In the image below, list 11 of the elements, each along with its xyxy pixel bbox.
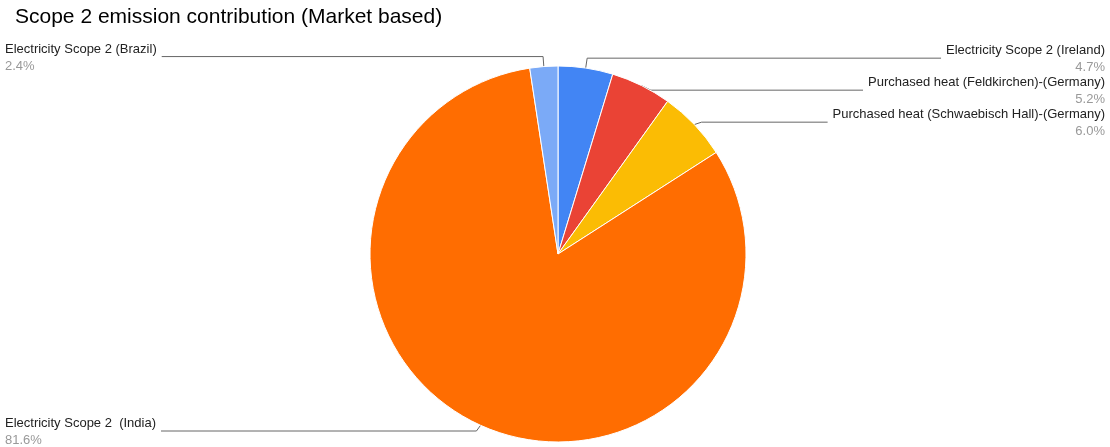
data-label: 5.2% [1075,91,1106,107]
slice-label: Electricity Scope 2 (Brazil) [5,40,157,56]
chart-title: Scope 2 emission contribution (Market based) [15,4,443,27]
data-label: 6.0% [1075,123,1106,139]
slice-label: Purchased heat (Schwaebisch Hall)-(Germany) [832,106,1105,122]
slice-label: Electricity Scope 2 (Ireland) [946,42,1105,58]
slice-label: Electricity Scope 2 (India) [5,415,157,430]
slice-label: Purchased heat (Feldkirchen)-(Germany) [868,74,1105,90]
data-label: 2.4% [5,57,36,73]
data-label: 4.7% [1075,59,1106,75]
data-label: 81.6% [5,432,43,447]
